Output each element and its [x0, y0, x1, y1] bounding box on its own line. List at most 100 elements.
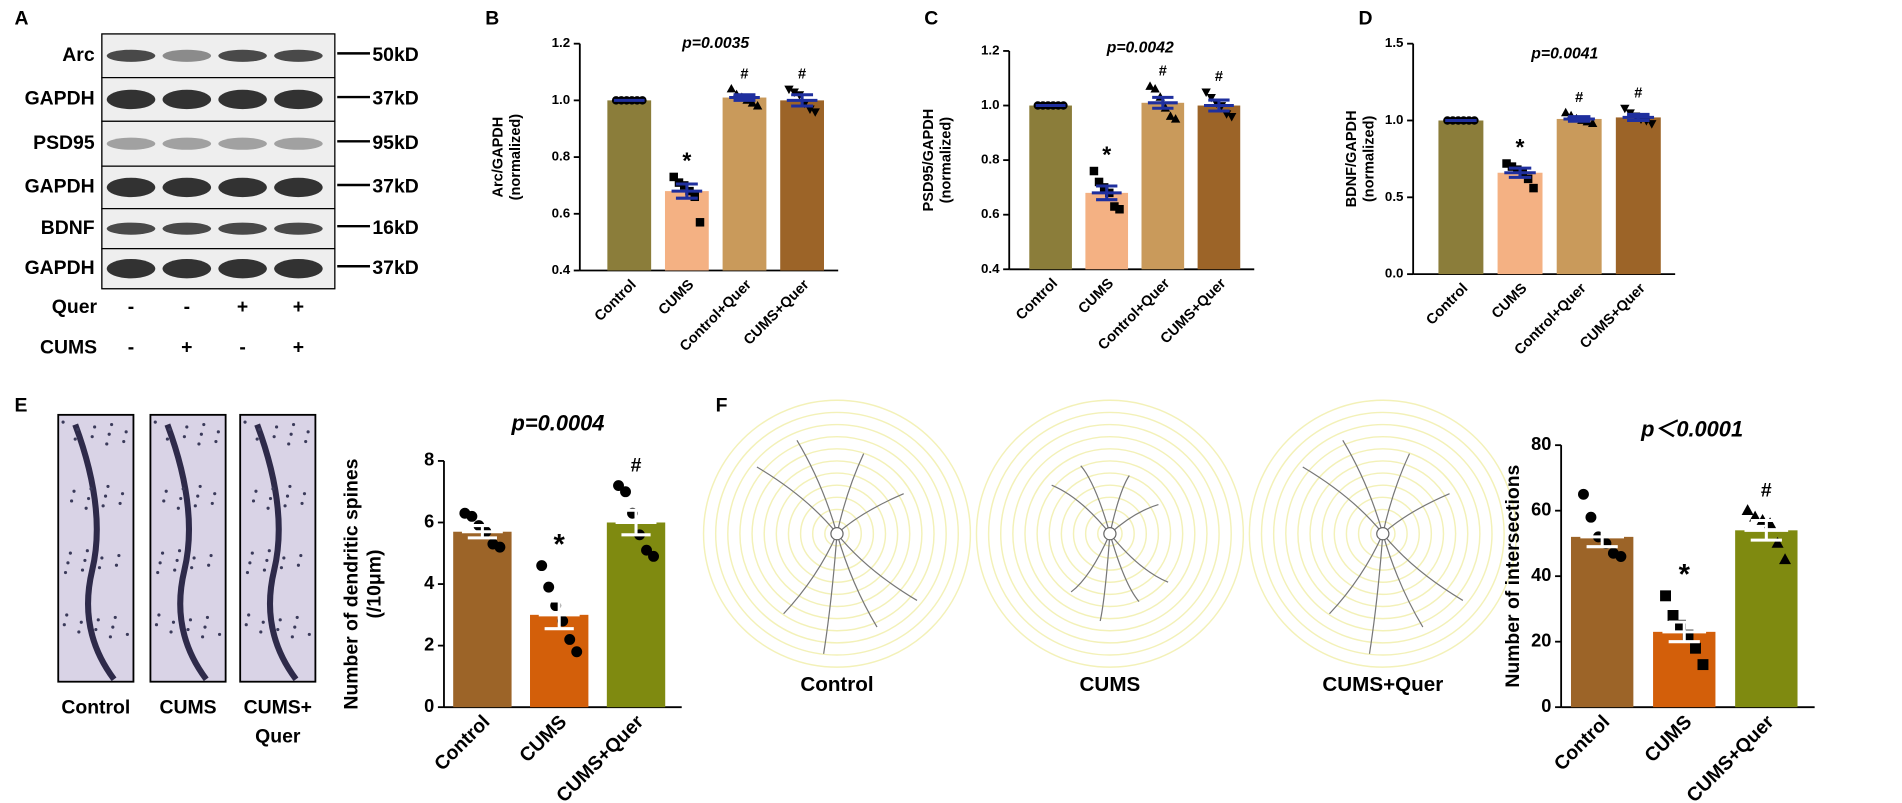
speck	[213, 492, 217, 496]
bar	[722, 97, 767, 271]
sholl-ring	[1369, 520, 1396, 547]
error-bar	[538, 599, 580, 631]
speck	[278, 618, 282, 622]
error-bar	[1662, 620, 1707, 644]
speck	[288, 484, 292, 488]
bar	[1141, 102, 1185, 270]
blot-band	[106, 258, 156, 279]
speck	[86, 496, 91, 501]
neurite	[1070, 533, 1111, 593]
x-tick-label: CUMS	[515, 711, 571, 767]
data-point	[620, 486, 631, 498]
speck	[66, 561, 70, 565]
speck	[197, 442, 201, 446]
speck	[176, 506, 180, 510]
protein-label: GAPDH	[25, 176, 95, 198]
speck	[192, 556, 196, 560]
neurite	[1051, 484, 1111, 535]
data-point	[1749, 510, 1762, 522]
speck	[160, 551, 165, 555]
speck	[101, 504, 105, 508]
speck	[214, 439, 218, 444]
error-bar	[1563, 115, 1595, 123]
data-point	[810, 108, 820, 117]
protein-label: BDNF	[41, 217, 95, 239]
speck	[290, 635, 294, 639]
sholl-ring	[727, 423, 947, 644]
y-axis-label: BDNF/GAPDH(normalized)	[1344, 110, 1377, 207]
speck	[165, 437, 169, 441]
sholl-ring	[1072, 496, 1148, 571]
protein-label: PSD95	[33, 132, 95, 154]
data-point	[1170, 114, 1181, 123]
blot-band	[106, 177, 156, 198]
speck	[106, 484, 110, 488]
data-point	[648, 550, 660, 562]
speck	[190, 566, 194, 570]
sholl-ring	[739, 435, 935, 632]
speck	[302, 492, 307, 496]
speck	[97, 566, 102, 570]
x-tick-label: CUMS	[1489, 280, 1531, 322]
sholl-ring	[1272, 423, 1493, 644]
sholl-ring	[975, 399, 1245, 668]
speck	[153, 420, 157, 424]
neurite	[1109, 533, 1140, 603]
speck	[217, 632, 222, 636]
blot-strip	[101, 120, 336, 167]
y-tick-label: 40	[1531, 565, 1551, 585]
dendrite	[72, 423, 117, 682]
speck	[272, 435, 276, 439]
y-tick-label: 20	[1531, 630, 1551, 650]
sholl-ring	[1012, 435, 1208, 632]
sholl-ring	[714, 411, 960, 656]
data-point	[1115, 204, 1124, 214]
speck	[202, 422, 206, 427]
error-bar	[1091, 184, 1122, 202]
x-tick-label: Control	[592, 277, 640, 325]
data-point	[1513, 165, 1522, 174]
sholl-ring	[1060, 484, 1160, 583]
significance: #	[1215, 69, 1223, 85]
sholl-ring	[1345, 496, 1420, 571]
speck	[254, 489, 258, 493]
error-bar	[729, 93, 760, 102]
y-tick-label: 0.4	[552, 262, 571, 277]
data-point	[1647, 120, 1657, 129]
data-point	[571, 646, 583, 658]
sholl-ring	[751, 448, 923, 620]
treatment-label: CUMS	[40, 336, 97, 358]
significance: *	[682, 147, 691, 173]
treatment-sign: +	[293, 336, 304, 358]
data-point	[726, 83, 737, 93]
data-point	[1615, 551, 1627, 562]
data-point	[1578, 488, 1589, 500]
x-tick-label: CUMS	[1076, 275, 1118, 317]
speck	[108, 635, 112, 639]
speck	[94, 627, 98, 632]
y-tick-label: 1.0	[981, 97, 1000, 112]
bar	[1438, 120, 1484, 275]
speck	[255, 437, 259, 441]
speck	[275, 425, 279, 429]
data-point	[1502, 159, 1511, 168]
speck	[96, 618, 100, 622]
speck	[258, 427, 262, 431]
data-point	[1201, 88, 1211, 97]
data-point	[695, 218, 705, 227]
data-point	[536, 560, 548, 572]
speck	[77, 630, 81, 634]
speck	[179, 496, 183, 501]
speck	[185, 425, 189, 429]
sholl-ring	[1357, 508, 1408, 559]
significance: #	[1761, 479, 1772, 501]
speck	[186, 627, 190, 632]
speck	[73, 437, 77, 441]
speck	[244, 623, 248, 627]
blot-band	[218, 89, 267, 110]
data-point	[1110, 202, 1119, 211]
neurite	[1382, 533, 1424, 628]
blot-band	[162, 49, 212, 62]
speck	[282, 556, 286, 560]
